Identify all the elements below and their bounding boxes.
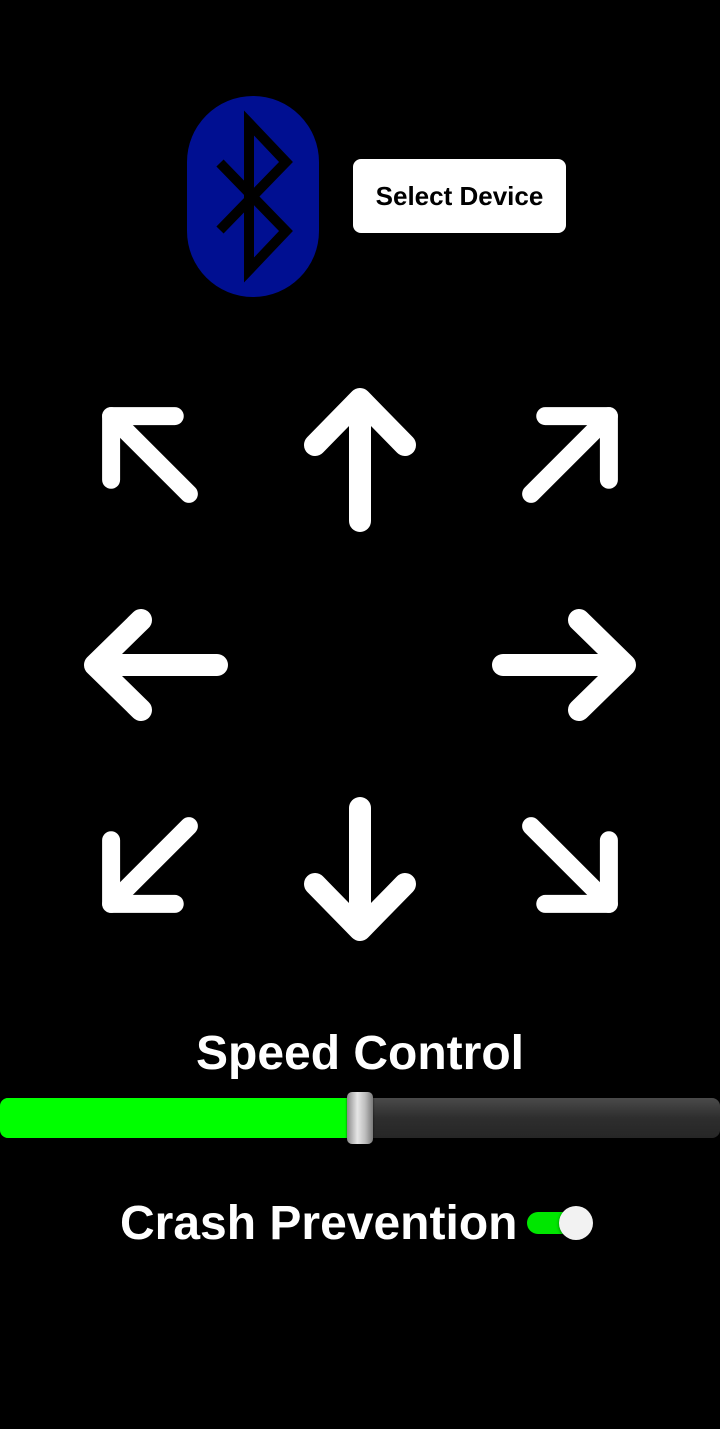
toggle-knob xyxy=(559,1206,593,1240)
select-device-button[interactable]: Select Device xyxy=(353,159,566,233)
speed-slider-thumb[interactable] xyxy=(347,1092,373,1144)
crash-prevention-row: Crash Prevention xyxy=(0,1192,720,1256)
arrow-up-icon[interactable] xyxy=(285,383,435,533)
arrow-down-right-icon[interactable] xyxy=(464,759,676,971)
speed-slider-fill xyxy=(0,1098,360,1138)
arrow-down-left-icon[interactable] xyxy=(44,759,256,971)
crash-prevention-toggle[interactable] xyxy=(527,1206,593,1240)
bluetooth-icon[interactable] xyxy=(187,96,319,297)
arrow-up-left-icon[interactable] xyxy=(44,349,256,561)
arrow-right-icon[interactable] xyxy=(491,590,641,740)
arrow-up-right-icon[interactable] xyxy=(464,349,676,561)
crash-prevention-label: Crash Prevention xyxy=(120,1197,518,1250)
speed-control-label: Speed Control xyxy=(195,1027,524,1080)
arrow-left-icon[interactable] xyxy=(79,590,229,740)
arrow-down-icon[interactable] xyxy=(285,796,435,946)
bluetooth-glyph xyxy=(216,110,293,283)
speed-slider[interactable] xyxy=(0,1092,720,1144)
